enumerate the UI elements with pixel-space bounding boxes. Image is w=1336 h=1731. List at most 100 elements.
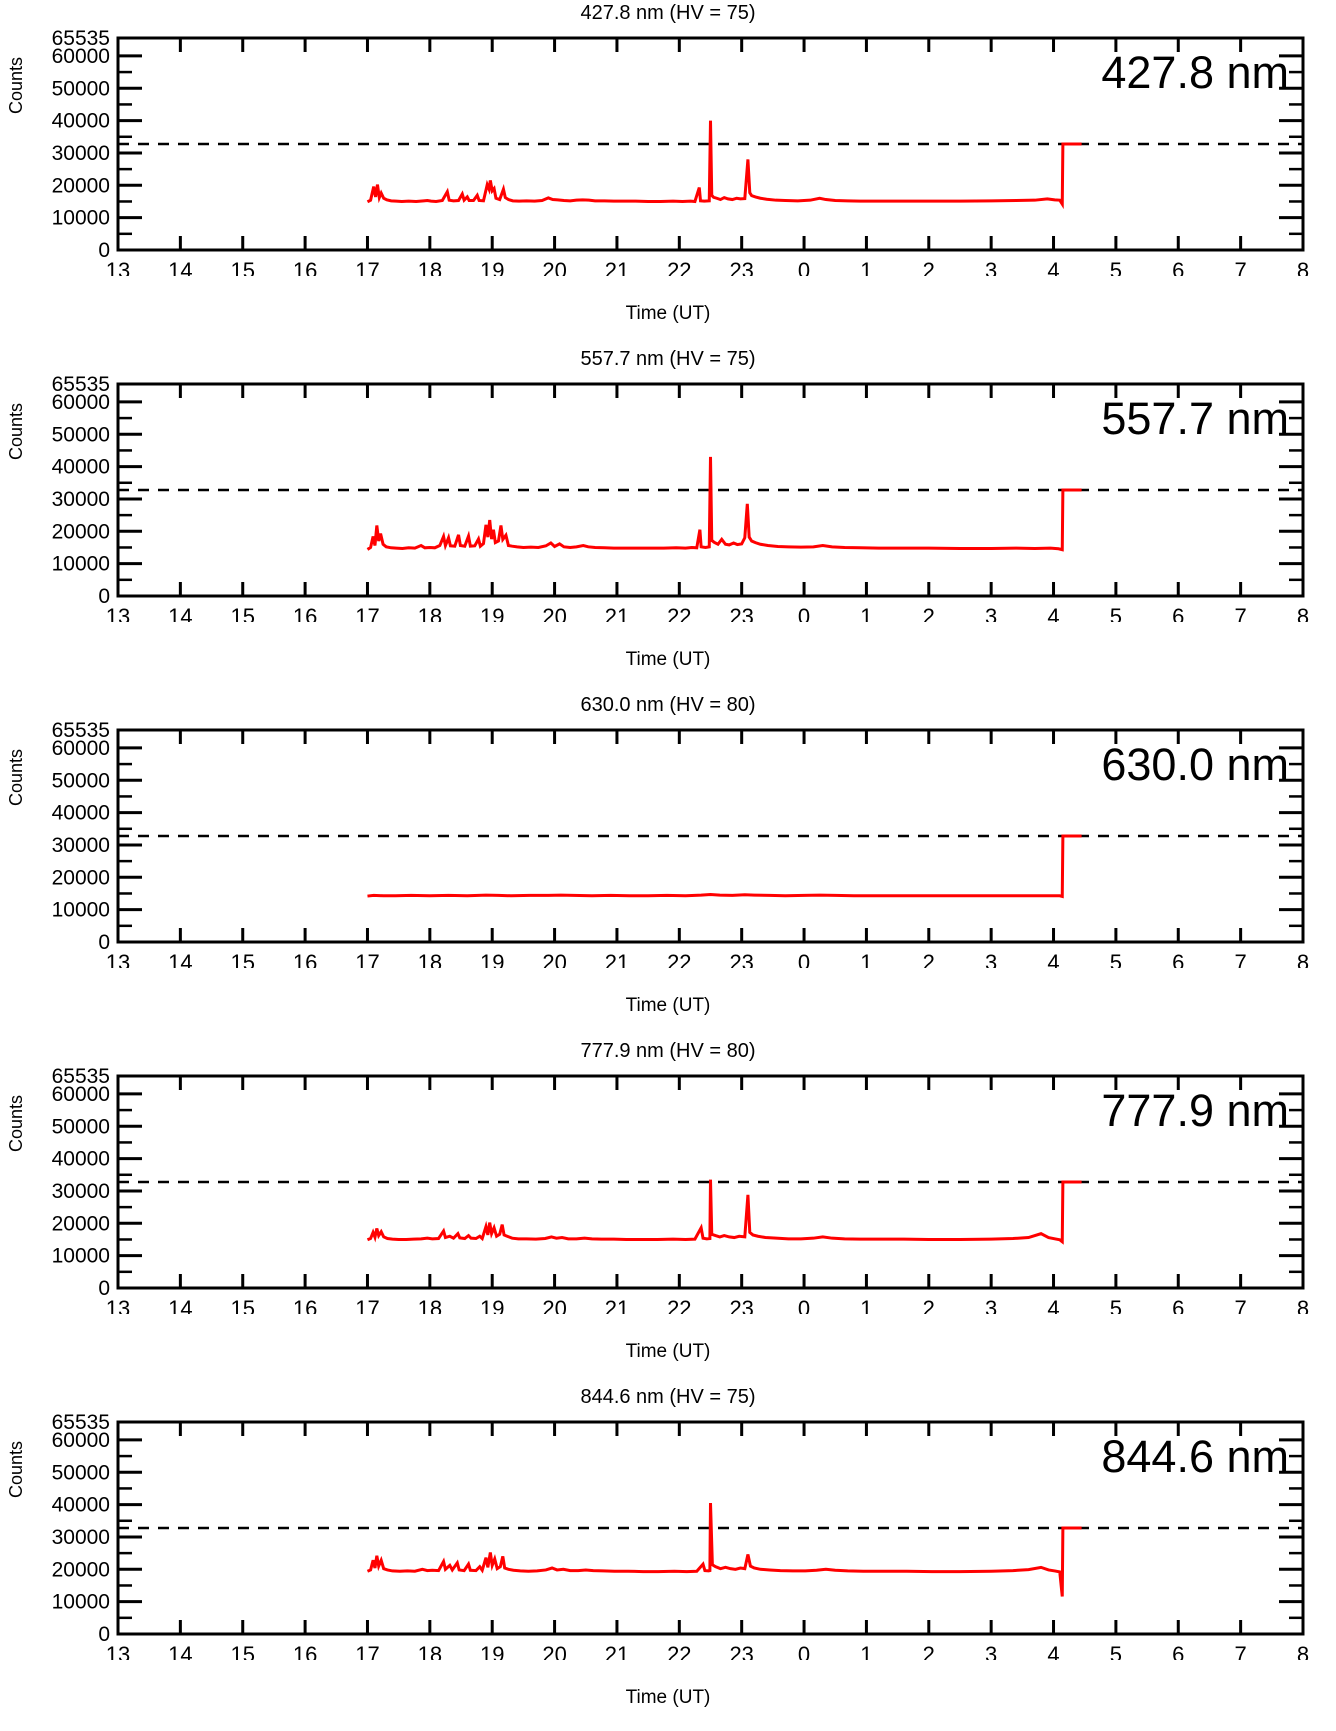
svg-text:20: 20 (542, 258, 566, 276)
svg-text:60000: 60000 (52, 391, 110, 414)
svg-text:30000: 30000 (52, 142, 110, 165)
svg-text:17: 17 (355, 1642, 379, 1660)
svg-text:2: 2 (923, 950, 935, 968)
data-line-4 (366, 1502, 1082, 1597)
svg-text:50000: 50000 (52, 769, 110, 792)
svg-text:15: 15 (230, 950, 254, 968)
svg-text:16: 16 (293, 1642, 317, 1660)
svg-text:8: 8 (1297, 258, 1309, 276)
plot-area-3: Counts 0 10000 20000 30000 40000 50000 60000 65… (0, 1064, 1336, 1362)
x-axis-label: Time (UT) (625, 995, 711, 1016)
svg-text:14: 14 (168, 1296, 192, 1314)
panel-wavelength-tag: 844.6 nm (1101, 1431, 1289, 1482)
svg-text:5: 5 (1110, 258, 1122, 276)
svg-text:0: 0 (798, 1296, 810, 1314)
svg-text:30000: 30000 (52, 1526, 110, 1549)
svg-text:50000: 50000 (52, 1115, 110, 1138)
x-axis-ticks (116, 384, 1305, 596)
x-axis-label: Time (UT) (625, 649, 711, 670)
panel-title: 630.0 nm (HV = 80) (580, 694, 756, 716)
x-tick-labels: 13 14 15 16 17 18 19 20 21 22 23 0 1 2 3 4 5 6 7 8 (106, 950, 1309, 968)
svg-text:0: 0 (98, 1277, 110, 1300)
panel-4: 844.6 nm (HV = 75) Counts 0 10000 20000 300… (0, 1384, 1336, 1730)
svg-text:50000: 50000 (52, 1461, 110, 1484)
panel-3: 777.9 nm (HV = 80) Counts 0 10000 20000 300… (0, 1038, 1336, 1384)
x-axis-ticks (116, 730, 1305, 942)
svg-text:20000: 20000 (52, 866, 110, 889)
svg-text:0: 0 (98, 239, 110, 262)
svg-text:7: 7 (1235, 604, 1247, 622)
y-axis-ticks (118, 1438, 1303, 1636)
svg-text:5: 5 (1110, 1642, 1122, 1660)
svg-text:10000: 10000 (52, 1591, 110, 1614)
svg-text:15: 15 (230, 1642, 254, 1660)
svg-text:21: 21 (605, 1296, 629, 1314)
svg-text:23: 23 (729, 1642, 753, 1660)
svg-text:2: 2 (923, 604, 935, 622)
svg-text:6: 6 (1172, 1296, 1184, 1314)
svg-text:4: 4 (1047, 950, 1059, 968)
svg-text:8: 8 (1297, 1296, 1309, 1314)
svg-text:1: 1 (860, 258, 872, 276)
panel-wavelength-tag: 630.0 nm (1101, 739, 1289, 790)
svg-text:40000: 40000 (52, 802, 110, 825)
panel-title: 427.8 nm (HV = 75) (580, 2, 756, 24)
y-axis-ticks (118, 400, 1303, 598)
svg-text:22: 22 (667, 1642, 691, 1660)
x-tick-labels: 13 14 15 16 17 18 19 20 21 22 23 0 1 2 3 4 5 6 7 8 (106, 1296, 1309, 1314)
plot-area-4: Counts 0 10000 20000 30000 40000 50000 60000 65… (0, 1410, 1336, 1708)
data-line-3 (366, 1179, 1082, 1245)
svg-text:65535: 65535 (52, 1411, 110, 1434)
svg-text:20000: 20000 (52, 1212, 110, 1235)
svg-text:16: 16 (293, 258, 317, 276)
svg-text:19: 19 (480, 1296, 504, 1314)
y-axis-ticks (118, 746, 1303, 944)
svg-text:3: 3 (985, 1642, 997, 1660)
svg-text:7: 7 (1235, 1296, 1247, 1314)
panel-wavelength-tag: 427.8 nm (1101, 47, 1289, 98)
data-line-1 (366, 456, 1082, 552)
svg-text:21: 21 (605, 1642, 629, 1660)
svg-text:23: 23 (729, 1296, 753, 1314)
svg-text:1: 1 (860, 1642, 872, 1660)
svg-text:30000: 30000 (52, 834, 110, 857)
svg-text:4: 4 (1047, 1296, 1059, 1314)
svg-text:14: 14 (168, 1642, 192, 1660)
svg-text:15: 15 (230, 604, 254, 622)
plot-area-2: Counts 0 10000 20000 30000 40000 50000 60000 65… (0, 718, 1336, 1016)
data-line-2 (367, 834, 1082, 899)
svg-text:15: 15 (230, 1296, 254, 1314)
svg-text:5: 5 (1110, 604, 1122, 622)
svg-text:0: 0 (798, 258, 810, 276)
svg-text:6: 6 (1172, 604, 1184, 622)
svg-text:14: 14 (168, 950, 192, 968)
svg-text:16: 16 (293, 1296, 317, 1314)
svg-text:23: 23 (729, 604, 753, 622)
svg-text:18: 18 (418, 950, 442, 968)
panel-2: 630.0 nm (HV = 80) Counts 0 10000 20000 300… (0, 692, 1336, 1038)
svg-text:13: 13 (106, 258, 130, 276)
data-line-0 (366, 120, 1082, 210)
x-axis-label: Time (UT) (625, 1687, 711, 1708)
plot-area-1: Counts 0 10000 20000 30000 40000 50000 60000 65… (0, 372, 1336, 670)
svg-text:20000: 20000 (52, 520, 110, 543)
svg-text:4: 4 (1047, 1642, 1059, 1660)
svg-text:40000: 40000 (52, 456, 110, 479)
svg-text:6: 6 (1172, 1642, 1184, 1660)
x-axis-label: Time (UT) (625, 1341, 711, 1362)
svg-text:16: 16 (293, 604, 317, 622)
svg-text:50000: 50000 (52, 423, 110, 446)
svg-text:30000: 30000 (52, 488, 110, 511)
svg-text:15: 15 (230, 258, 254, 276)
svg-text:18: 18 (418, 1642, 442, 1660)
svg-text:6: 6 (1172, 950, 1184, 968)
svg-text:50000: 50000 (52, 77, 110, 100)
svg-text:3: 3 (985, 950, 997, 968)
svg-text:10000: 10000 (52, 899, 110, 922)
x-axis-ticks (116, 1076, 1305, 1288)
x-axis-ticks (116, 38, 1305, 250)
